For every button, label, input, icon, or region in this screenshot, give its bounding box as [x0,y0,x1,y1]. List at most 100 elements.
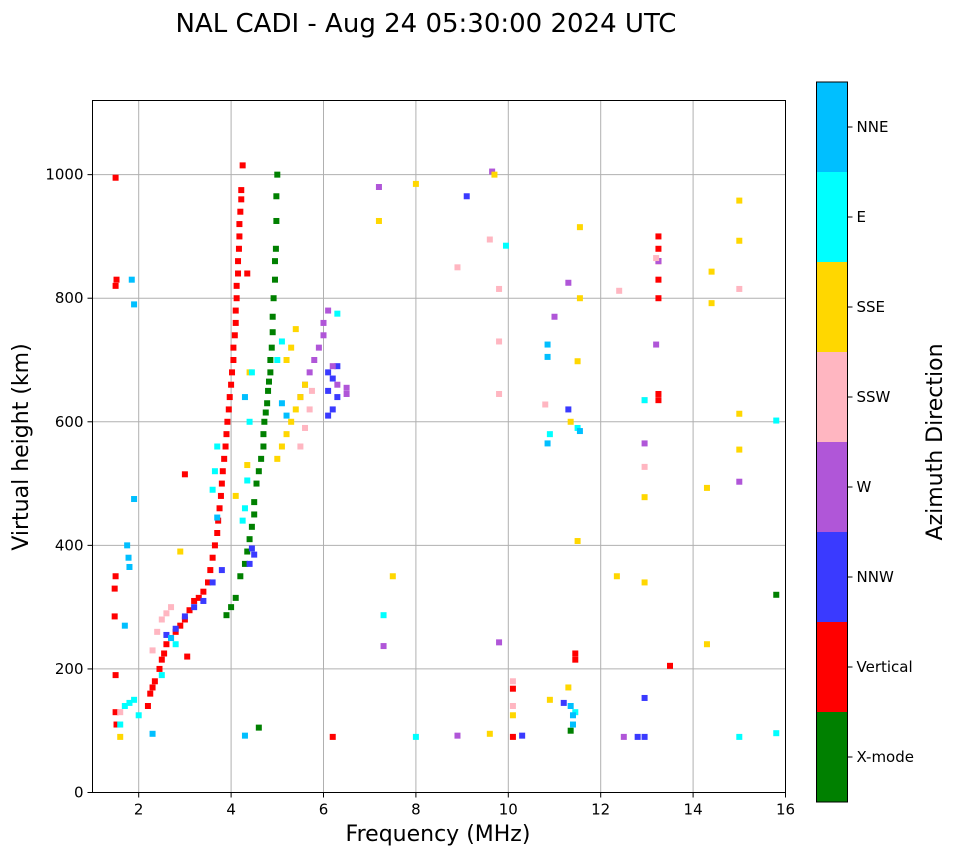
data-point [325,369,332,376]
data-point [238,196,245,203]
data-point [502,242,509,249]
data-point [149,647,156,654]
data-point [574,538,581,545]
data-point [244,270,251,277]
data-point [186,607,193,614]
data-point [248,523,255,530]
data-point [237,573,244,580]
data-point [161,650,168,657]
data-point [111,613,118,620]
data-point [221,455,228,462]
data-point [163,610,170,617]
data-point [306,369,313,376]
data-point [412,733,419,740]
colorbar-tick-label: X-mode [857,748,914,766]
series-nne [121,276,583,739]
data-point [565,684,572,691]
data-point [509,678,516,685]
data-point [273,193,280,200]
data-point [655,390,662,397]
data-point [158,672,165,679]
data-point [302,424,309,431]
data-point [214,530,221,536]
data-point [232,307,239,314]
data-point [184,653,191,660]
colorbar-label: Azimuth Direction [923,343,948,540]
data-point [267,369,274,376]
data-point [613,573,620,580]
data-point [569,712,576,719]
data-point [117,721,124,728]
data-point [274,455,281,462]
data-point [246,418,253,425]
data-point [567,727,574,734]
colorbar-tick-label: Vertical [857,658,913,676]
data-point [265,387,272,394]
data-point [231,332,238,339]
data-point [154,628,161,635]
colorbar-tick-label: NNW [857,568,894,586]
data-point [111,585,118,592]
data-point [128,276,135,283]
data-point [272,245,279,252]
data-point [271,276,278,283]
data-point [270,295,277,302]
data-point [232,594,239,601]
data-point [489,168,496,175]
colorbar-tick-label: W [857,478,872,496]
data-point [117,709,124,716]
data-point [297,394,304,401]
data-point [191,597,198,604]
data-point [229,369,236,376]
data-point [168,604,175,611]
data-point [311,357,318,363]
data-point [736,410,743,417]
data-point [200,597,207,604]
data-point [271,258,278,265]
data-point [302,381,309,388]
data-point [211,468,218,475]
data-point [773,730,780,737]
colorbar-swatch [816,82,848,172]
data-point [572,709,579,716]
data-point [641,733,648,740]
data-point [113,721,120,728]
colorbar-tick-label: NNE [857,118,889,136]
colorbar-swatch [816,352,848,442]
data-point [126,563,133,570]
data-point [181,471,188,478]
data-point [375,217,382,224]
y-tick-label: 0 [74,784,84,802]
data-point [156,665,163,672]
y-axis-label: Virtual height (km) [9,343,34,550]
data-point [736,285,743,292]
data-point [255,468,262,475]
data-point [236,221,243,228]
data-point [232,492,239,499]
data-point [158,656,165,663]
data-point [215,517,222,524]
data-point [519,732,526,739]
data-point [329,363,336,370]
data-point [177,548,184,555]
data-point [262,409,269,416]
data-point [412,180,419,187]
data-point [380,612,387,619]
data-point [565,406,572,413]
data-point [209,554,216,561]
data-point [238,187,245,194]
y-tick-label: 800 [55,289,84,307]
data-point [255,724,262,731]
x-tick-label: 8 [411,801,421,819]
data-point [655,258,662,265]
data-point [235,258,242,265]
x-tick-label: 12 [591,801,610,819]
data-point [236,233,243,240]
data-point [509,712,516,719]
data-point [655,245,662,252]
colorbar-tick-label: E [857,208,866,226]
data-point [251,499,258,506]
data-point [278,400,285,407]
y-tick-label: 600 [55,413,84,431]
data-point [239,517,246,524]
